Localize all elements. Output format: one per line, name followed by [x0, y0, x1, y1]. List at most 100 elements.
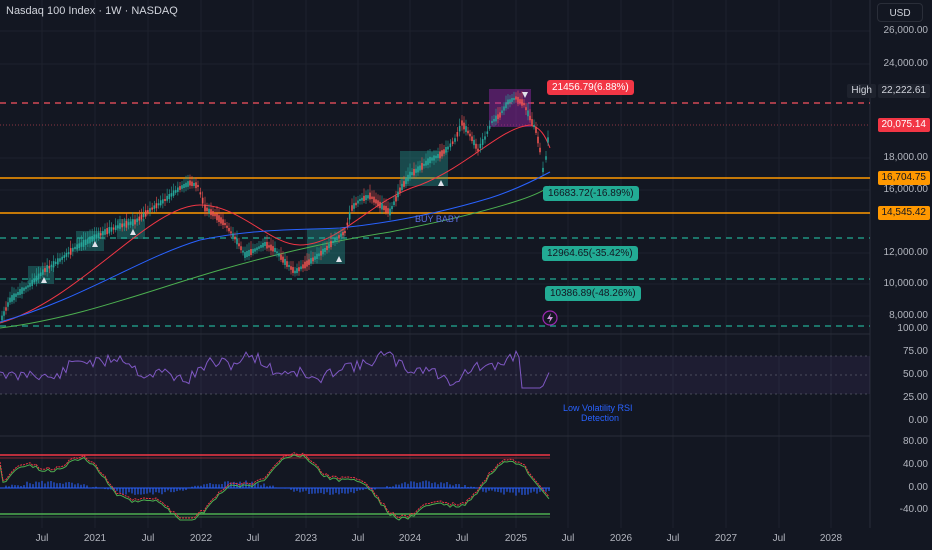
candle-body [365, 195, 367, 201]
osc-hist-bar [140, 488, 142, 495]
candle-body [493, 118, 495, 122]
osc-hist-bar [200, 485, 202, 488]
candle-body [260, 244, 262, 248]
osc-hist-bar [158, 488, 160, 493]
candle-body [42, 269, 44, 275]
osc-hist-bar [374, 488, 376, 490]
candle-body [91, 235, 93, 242]
target-label-2[interactable]: 12964.65(-35.42%) [542, 246, 638, 261]
candle-body [19, 289, 21, 295]
osc-hist-bar [5, 485, 7, 488]
candle-body [230, 231, 232, 234]
osc-hist-bar [467, 487, 469, 488]
osc-hist-bar [221, 484, 223, 488]
candle-body [290, 266, 292, 270]
osc-hist-bar [392, 486, 394, 488]
osc-hist-bar [548, 488, 550, 491]
candle-body [547, 137, 549, 143]
candle-body [292, 267, 294, 273]
candle-body [447, 146, 449, 150]
lightning-glyph [547, 313, 553, 323]
candle-body [29, 283, 31, 287]
candle-body [443, 149, 445, 154]
currency-selector[interactable]: USD [877, 3, 923, 22]
candle-body [117, 225, 119, 229]
candle-body [437, 154, 439, 158]
osc-hist-bar [137, 488, 139, 495]
osc-hist-bar [428, 481, 430, 488]
osc-hist-bar [320, 488, 322, 493]
rsi-line [0, 349, 550, 389]
osc-line-red [0, 452, 550, 519]
price-axis-label: 12,000.00 [883, 247, 929, 258]
candle-body [282, 256, 284, 263]
candle-body [445, 146, 447, 153]
time-axis-label: 2025 [504, 533, 528, 544]
osc-hist-bar [17, 485, 19, 488]
target-label-1[interactable]: 16683.72(-16.89%) [543, 186, 639, 201]
candle-body [93, 234, 96, 241]
candle-body [371, 196, 373, 200]
osc-histogram [2, 480, 550, 496]
candle-body [539, 147, 541, 153]
candle-body [486, 131, 489, 134]
candle-body [67, 252, 70, 255]
candle-body [57, 258, 59, 265]
candle-body [393, 201, 395, 206]
candle-body [144, 210, 147, 217]
candle-body [216, 213, 218, 221]
candle-body [525, 107, 527, 111]
candle-body [262, 242, 264, 248]
osc-hist-bar [485, 488, 487, 493]
osc-hist-bar [203, 484, 205, 488]
osc-hist-bar [386, 486, 388, 488]
target-label-up[interactable]: 21456.79(6.88%) [547, 80, 634, 95]
candle-body [33, 279, 36, 283]
time-axis-label: 2021 [83, 533, 107, 544]
candle-body [334, 238, 336, 242]
osc-hist-bar [401, 483, 403, 488]
candle-body [318, 253, 320, 257]
candle-body [477, 148, 479, 152]
osc-hist-bar [317, 488, 319, 494]
osc-hist-bar [518, 488, 520, 493]
candle-body [31, 279, 33, 286]
candle-body [185, 182, 187, 188]
osc-hist-bar [209, 483, 211, 488]
candle-body [119, 223, 121, 229]
osc-hist-bar [77, 483, 79, 488]
candle-body [183, 183, 185, 189]
osc-hist-bar [434, 482, 436, 488]
candle-body [342, 231, 344, 236]
candle-body [375, 199, 377, 204]
candle-body [435, 155, 437, 159]
candle-body [123, 223, 126, 227]
candle-body [288, 264, 290, 268]
candle-body [429, 156, 431, 164]
candle-body [132, 219, 134, 226]
osc-hist-bar [263, 483, 265, 488]
osc-hist-bar [422, 481, 424, 488]
rsi-note-line-1: Low Volatility RSI [563, 403, 633, 413]
candle-body [395, 196, 397, 202]
candle-body [195, 182, 197, 189]
candle-body [427, 158, 429, 165]
osc-hist-bar [503, 488, 505, 495]
target-label-3[interactable]: 10386.89(-48.26%) [545, 286, 641, 301]
candle-body [197, 184, 199, 188]
candle-body [377, 200, 379, 207]
candle-body [385, 205, 387, 213]
osc-hist-bar [440, 482, 442, 488]
candle-body [363, 195, 365, 202]
candle-body [488, 125, 491, 129]
osc-hist-bar [512, 488, 514, 493]
candle-body [166, 195, 168, 201]
candle-body [431, 157, 433, 161]
osc-hist-bar [296, 488, 298, 491]
osc-hist-bar [482, 488, 484, 492]
candle-body [531, 119, 533, 125]
candle-body [537, 136, 539, 144]
candle-body [140, 214, 143, 220]
